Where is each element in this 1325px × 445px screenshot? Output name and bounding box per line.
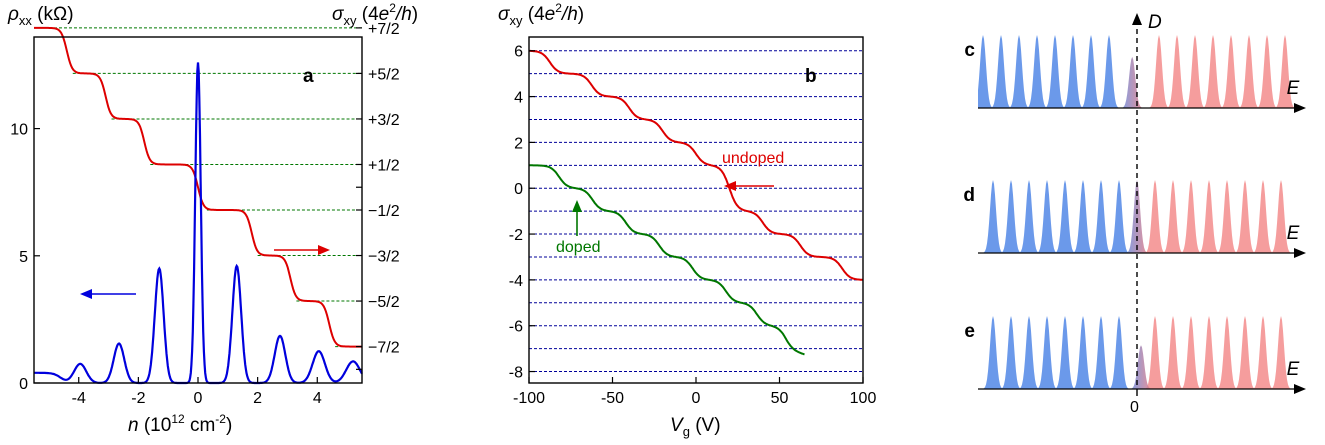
panel-b: -100 -50 0 50 100 6 4 2 0 -2 -4 -6 -8 σxy (4e2/h) V… bbox=[498, 1, 876, 439]
b-x-tick-label: 0 bbox=[692, 390, 701, 407]
b-series-doped bbox=[529, 164, 805, 356]
a-x-tick-label: 4 bbox=[313, 390, 322, 407]
b-x-tick-label: 100 bbox=[850, 390, 877, 407]
b-x-tick-label: -100 bbox=[513, 390, 545, 407]
panel-c: cE bbox=[964, 35, 1306, 113]
a-y-right-title: σxy (4e2/h) bbox=[332, 1, 418, 28]
b-panel-letter: b bbox=[805, 66, 817, 87]
panel-d: dE bbox=[963, 180, 1306, 258]
electron-levels-c bbox=[1137, 35, 1294, 108]
electron-levels-e bbox=[1137, 316, 1294, 389]
a-y-right-ticks: +7/2 +5/2 +3/2 +1/2 −1/2 −3/2 −5/2 −7/2 bbox=[356, 21, 400, 370]
hole-levels-c bbox=[978, 35, 1137, 108]
b-undoped-label: undoped bbox=[722, 150, 784, 167]
b-x-title: Vg (V) bbox=[670, 415, 721, 439]
a-y-left-title: ρxx (kΩ) bbox=[7, 4, 74, 28]
e-axis-label-d: E bbox=[1287, 223, 1300, 244]
a-arrow-right-head bbox=[318, 245, 330, 255]
b-y-ticks: 6 4 2 0 -2 -4 -6 -8 bbox=[509, 44, 535, 382]
b-curves bbox=[529, 49, 864, 356]
b-y-tick-label: 0 bbox=[514, 181, 523, 198]
a-y-right-tick-label: +3/2 bbox=[368, 112, 400, 129]
a-y-right-tick-label: −5/2 bbox=[368, 294, 400, 311]
zero-level-e bbox=[1127, 345, 1155, 389]
e-axis-label-c: E bbox=[1287, 78, 1300, 99]
panel-letter-e: e bbox=[964, 321, 975, 342]
a-curves bbox=[34, 26, 363, 385]
panel-letter-d: d bbox=[963, 185, 975, 206]
a-rho-xx-series bbox=[34, 62, 363, 385]
hole-levels-e bbox=[978, 316, 1137, 389]
panel-e: eE bbox=[964, 316, 1306, 394]
b-doped-arrow-head bbox=[572, 200, 582, 212]
a-x-tick-label: 0 bbox=[194, 390, 203, 407]
a-x-tick-label: 2 bbox=[253, 390, 262, 407]
zero-level-d bbox=[1123, 180, 1151, 253]
a-arrow-left-head bbox=[80, 289, 92, 299]
b-y-tick-label: 4 bbox=[514, 90, 523, 107]
d-axis-arrowhead bbox=[1132, 13, 1142, 25]
a-y-left-ticks: 0 5 10 bbox=[10, 122, 40, 393]
a-y-right-tick-label: −7/2 bbox=[368, 340, 400, 357]
electron-levels-d bbox=[1137, 180, 1294, 253]
b-doped-label: doped bbox=[556, 239, 601, 256]
e-axis-label-e: E bbox=[1287, 359, 1300, 380]
a-panel-letter: a bbox=[303, 66, 314, 87]
b-y-tick-label: -8 bbox=[509, 365, 523, 382]
b-undoped-arrow-head bbox=[724, 181, 736, 191]
a-y-right-tick-label: −3/2 bbox=[368, 249, 400, 266]
e-axis-arrowhead-c bbox=[1294, 103, 1306, 113]
b-y-tick-label: 6 bbox=[514, 44, 523, 61]
hole-levels-d bbox=[978, 180, 1137, 253]
a-x-tick-label: -2 bbox=[131, 390, 145, 407]
b-series-undoped bbox=[529, 49, 864, 281]
a-y-right-tick-label: −1/2 bbox=[368, 203, 400, 220]
e-axis-arrowhead-d bbox=[1294, 248, 1306, 258]
panel-letter-c: c bbox=[964, 40, 975, 61]
zero-level-c bbox=[1118, 56, 1147, 108]
b-y-title: σxy (4e2/h) bbox=[498, 1, 584, 28]
b-reference-lines bbox=[529, 50, 863, 373]
b-y-tick-label: 2 bbox=[514, 135, 523, 152]
a-y-right-tick-label: +5/2 bbox=[368, 66, 400, 83]
a-y-right-tick-label: +7/2 bbox=[368, 21, 400, 38]
b-x-ticks: -100 -50 0 50 100 bbox=[513, 377, 876, 407]
a-y-tick-label: 0 bbox=[19, 376, 28, 393]
a-y-tick-label: 5 bbox=[19, 249, 28, 266]
a-x-ticks: -4 -2 0 2 4 bbox=[72, 377, 322, 407]
e-axis-arrowhead-e bbox=[1294, 384, 1306, 394]
a-x-tick-label: -4 bbox=[72, 390, 86, 407]
panel-a: -4 -2 0 2 4 0 5 10 +7/2 +5/2 +3/2 +1/2 −1/2 −3/2 −5/… bbox=[7, 1, 418, 436]
a-x-title: n (1012 cm-2) bbox=[128, 412, 232, 436]
a-y-right-tick-label: +1/2 bbox=[368, 157, 400, 174]
b-x-tick-label: 50 bbox=[771, 390, 789, 407]
d-axis-label: D bbox=[1148, 12, 1162, 33]
b-y-tick-label: -6 bbox=[509, 319, 523, 336]
b-x-tick-label: -50 bbox=[601, 390, 624, 407]
b-y-tick-label: -2 bbox=[509, 227, 523, 244]
a-sigma-xy-series bbox=[34, 26, 362, 348]
b-y-tick-label: -4 bbox=[509, 273, 523, 290]
a-y-tick-label: 10 bbox=[10, 122, 28, 139]
e-zero-tick-label: 0 bbox=[1130, 399, 1139, 416]
